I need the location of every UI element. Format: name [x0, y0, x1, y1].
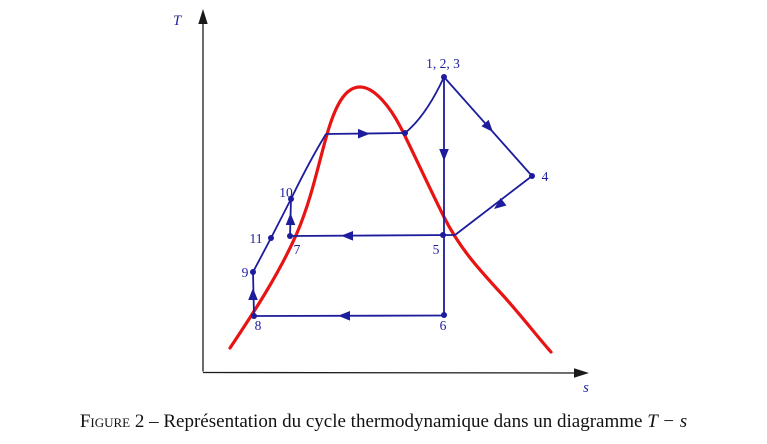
label-point-10: 10 [279, 185, 293, 200]
arrow-7-to-10-icon [285, 213, 296, 225]
label-point-7: 7 [294, 242, 301, 257]
figure-caption: Figure 2 – Représentation du cycle therm… [0, 407, 767, 437]
caption-text: Représentation du cycle thermodynamique … [163, 411, 643, 432]
point-dot-sat-vapor [402, 130, 408, 136]
label-point-4: 4 [542, 169, 549, 184]
label-point-6: 6 [440, 318, 447, 333]
caption-math: T − s [647, 411, 688, 432]
entropy-axis-arrow-icon [574, 368, 589, 378]
point-dot-9 [250, 269, 256, 275]
condensation-line-5-to-7 [289, 234, 456, 237]
axes: T s [173, 9, 589, 396]
ts-diagram-canvas: T s [173, 9, 589, 396]
arrow-8-to-9-icon [248, 288, 258, 300]
point-dot-8 [251, 313, 257, 319]
line-4-to-5 [454, 175, 533, 236]
point-dot-10 [288, 196, 294, 202]
point-dot-7 [287, 233, 293, 239]
entropy-axis-label: s [583, 380, 589, 396]
temperature-axis-label: T [173, 13, 182, 29]
arrow-4-to-5-icon [494, 197, 507, 209]
caption-figure-number: 2 [134, 411, 145, 432]
label-point-5: 5 [433, 242, 440, 257]
temperature-axis-arrow-icon [198, 9, 208, 24]
label-point-123: 1, 2, 3 [426, 56, 460, 71]
state-point-labels: 1, 2, 3 4 5 6 7 8 9 10 11 [242, 56, 549, 333]
arrow-123-to-4-icon [481, 119, 493, 132]
point-dot-11 [268, 235, 274, 241]
caption-separator: – [149, 411, 159, 432]
entropy-axis [202, 371, 577, 374]
point-dot-123 [441, 74, 447, 80]
label-point-9: 9 [242, 265, 249, 280]
point-dot-4 [529, 173, 535, 179]
arrow-5-to-7-icon [341, 231, 353, 241]
superheat-curve [404, 76, 445, 134]
flow-arrows [248, 119, 507, 321]
state-points [250, 74, 535, 319]
label-point-11: 11 [250, 231, 263, 246]
point-dot-6 [441, 312, 447, 318]
arrow-expansion-down-icon [439, 149, 449, 161]
point-dot-5 [440, 232, 446, 238]
saturation-curve [228, 85, 553, 354]
arrow-6-to-8-icon [338, 311, 350, 321]
arrow-evaporation-icon [358, 128, 370, 139]
caption-figure-word: Figure [79, 411, 131, 432]
label-point-8: 8 [255, 318, 262, 333]
